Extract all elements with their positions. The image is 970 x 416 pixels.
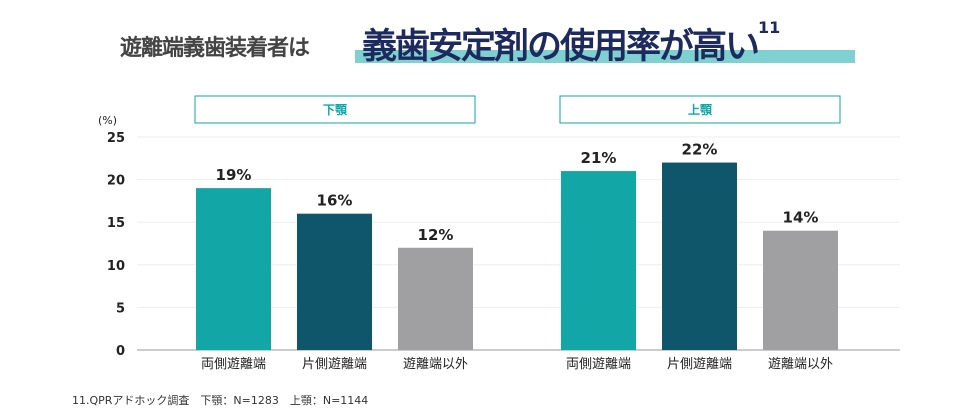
footnote-ref: 11: [758, 18, 781, 37]
x-tick-label: 遊離端以外: [768, 357, 833, 372]
title-main: 義歯安定剤の使用率が高い: [362, 27, 760, 67]
bar: [763, 230, 838, 350]
y-axis-unit: (%): [98, 114, 117, 127]
data-label: 12%: [418, 226, 454, 244]
footnote: 11.QPRアドホック調査 下顎：N=1283 上顎：N=1144: [72, 394, 369, 407]
y-tick-label: 0: [116, 344, 125, 359]
data-label: 19%: [216, 166, 252, 184]
panel-title-box: [194, 95, 476, 124]
data-label: 22%: [682, 141, 718, 159]
bar: [297, 213, 372, 350]
data-label: 14%: [783, 209, 819, 227]
title-highlight: [355, 50, 855, 63]
y-tick-label: 25: [107, 131, 125, 146]
x-tick-label: 両側遊離端: [566, 357, 631, 372]
y-tick-label: 10: [107, 259, 125, 274]
panel-title: 上顎: [688, 102, 713, 117]
bar: [561, 171, 636, 350]
x-tick-label: 遊離端以外: [403, 357, 468, 372]
y-tick-label: 20: [107, 174, 125, 189]
panel-title: 下顎: [323, 103, 348, 117]
y-tick-label: 15: [107, 216, 125, 231]
panel-title-box: [559, 95, 841, 124]
bar: [662, 162, 737, 350]
x-tick-label: 片側遊離端: [302, 357, 367, 372]
x-tick-label: 両側遊離端: [201, 357, 266, 372]
y-tick-label: 5: [116, 301, 125, 316]
bar: [398, 247, 473, 350]
data-label: 16%: [317, 192, 353, 210]
title-lead: 遊離端義歯装着者は: [120, 36, 310, 61]
data-label: 21%: [581, 149, 617, 167]
x-tick-label: 片側遊離端: [667, 357, 732, 372]
title-highlight-text: 義歯安定剤の使用率が高い11: [362, 18, 780, 69]
bar: [196, 188, 271, 350]
